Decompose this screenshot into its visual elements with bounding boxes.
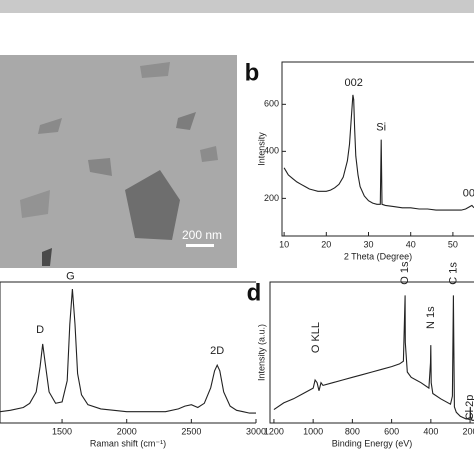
x-tick-label: 30 [363, 239, 373, 249]
panel-label: b [245, 59, 260, 86]
x-tick-label: 2500 [181, 426, 201, 436]
x-tick-label: 2000 [117, 426, 137, 436]
data-line [0, 289, 256, 414]
x-tick-label: 40 [406, 239, 416, 249]
annotation: Si [376, 122, 386, 134]
annotation: C 1s [447, 262, 459, 285]
data-line [273, 295, 474, 421]
x-tick-label: 1500 [52, 426, 72, 436]
x-tick-label: 200 [463, 426, 474, 436]
x-tick-label: 400 [423, 426, 438, 436]
tem-image: 200 nm [0, 55, 237, 268]
panel-label: d [247, 279, 262, 306]
y-tick-label: 400 [264, 146, 279, 156]
x-tick-label: 50 [448, 239, 458, 249]
x-axis-label: 2 Theta (Degree) [344, 251, 412, 261]
x-tick-label: 1200 [264, 426, 284, 436]
data-line [283, 94, 474, 211]
y-axis-label: Intensity [256, 132, 266, 166]
annotation: N 1s [425, 306, 437, 329]
top-bar [0, 0, 474, 13]
x-tick-label: 10 [279, 239, 289, 249]
annotation: O KLL [310, 322, 322, 353]
x-axis-label: Raman shift (cm⁻¹) [90, 438, 166, 448]
x-tick-label: 800 [345, 426, 360, 436]
annotation: 2D [210, 345, 224, 357]
y-tick-label: 600 [264, 99, 279, 109]
x-axis-label: Binding Energy (eV) [332, 438, 413, 448]
axis-frame [281, 61, 474, 237]
x-tick-label: 3000 [246, 426, 266, 436]
x-tick-label: 600 [384, 426, 399, 436]
x-tick-label: 20 [321, 239, 331, 249]
annotation: 004 [463, 188, 474, 200]
annotation: 002 [345, 77, 363, 89]
scale-bar-label: 200 nm [182, 228, 222, 242]
annotation: D [36, 324, 44, 336]
axis-frame [0, 281, 256, 424]
axis-frame [269, 281, 474, 424]
y-axis-label: Intensity (a.u.) [256, 324, 266, 381]
annotation: Cl 2p [464, 395, 474, 421]
annotation: G [66, 270, 75, 282]
y-tick-label: 200 [264, 193, 279, 203]
x-tick-label: 1000 [303, 426, 323, 436]
annotation: O 1s [399, 261, 411, 285]
